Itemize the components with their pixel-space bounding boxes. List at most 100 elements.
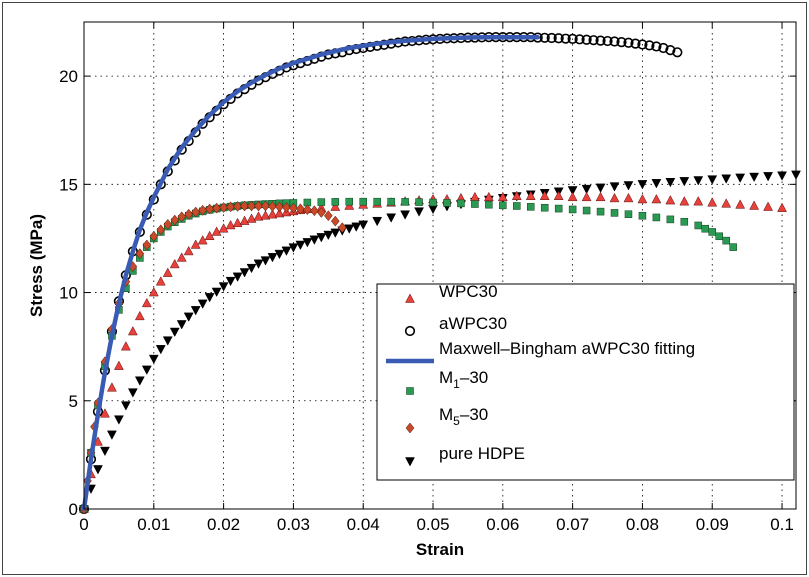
data-point bbox=[345, 197, 354, 206]
legend-entry: aWPC30 bbox=[404, 314, 507, 337]
legend-swatch-marker bbox=[406, 387, 414, 395]
data-point bbox=[107, 382, 117, 392]
data-point bbox=[609, 36, 620, 47]
data-point bbox=[513, 202, 521, 210]
data-point bbox=[295, 240, 306, 251]
data-point bbox=[317, 198, 326, 206]
data-point bbox=[302, 238, 313, 248]
data-point bbox=[107, 430, 117, 440]
data-point bbox=[149, 230, 159, 242]
data-point bbox=[260, 256, 271, 266]
data-point bbox=[735, 199, 746, 209]
data-point bbox=[247, 200, 256, 212]
y-tick-label: 0 bbox=[69, 500, 78, 519]
data-point bbox=[296, 203, 305, 215]
legend-label-tail: –30 bbox=[460, 368, 488, 387]
data-point bbox=[554, 204, 563, 213]
data-point bbox=[372, 216, 383, 227]
data-point bbox=[651, 193, 662, 204]
data-point bbox=[638, 211, 647, 220]
legend-swatch-marker bbox=[404, 325, 416, 337]
data-point bbox=[457, 199, 465, 208]
data-point bbox=[595, 35, 606, 46]
data-point bbox=[763, 201, 773, 211]
data-point bbox=[155, 345, 166, 355]
data-point bbox=[539, 190, 550, 200]
data-point bbox=[282, 202, 291, 213]
data-point bbox=[567, 186, 578, 196]
data-point bbox=[387, 197, 395, 206]
data-point bbox=[707, 197, 718, 207]
axis-ticks: 0 0.01 0.02 0.03 0.04 0.05 0.06 0.07 0.08 0.09 0.1… bbox=[59, 22, 796, 534]
data-point bbox=[142, 239, 152, 251]
data-point bbox=[218, 282, 229, 292]
legend-entry: M1–30 bbox=[406, 368, 488, 395]
data-point bbox=[386, 213, 397, 223]
data-point bbox=[309, 235, 320, 245]
data-point bbox=[253, 259, 264, 269]
data-point bbox=[330, 201, 341, 211]
data-point bbox=[198, 204, 207, 216]
data-point bbox=[581, 191, 592, 202]
data-point bbox=[644, 40, 655, 51]
data-point bbox=[317, 207, 326, 218]
data-point bbox=[184, 208, 194, 220]
data-point bbox=[637, 180, 648, 190]
legend-box bbox=[376, 283, 795, 481]
data-point bbox=[331, 198, 340, 206]
data-point bbox=[595, 191, 606, 202]
data-point bbox=[400, 210, 411, 220]
data-point bbox=[429, 198, 437, 207]
data-point bbox=[609, 182, 620, 192]
data-point bbox=[595, 183, 606, 193]
data-point bbox=[443, 199, 451, 207]
data-point bbox=[553, 190, 564, 200]
data-point bbox=[134, 310, 145, 321]
data-point bbox=[281, 246, 292, 256]
data-point bbox=[288, 243, 299, 253]
data-point bbox=[568, 205, 577, 214]
data-point bbox=[323, 230, 334, 241]
data-point bbox=[721, 174, 732, 184]
data-point bbox=[275, 201, 284, 213]
legend-label-tail: –30 bbox=[460, 405, 488, 424]
data-point bbox=[373, 197, 381, 206]
data-point bbox=[581, 34, 592, 45]
data-point bbox=[141, 365, 152, 375]
x-tick-label: 0 bbox=[79, 515, 88, 534]
data-point bbox=[567, 191, 578, 202]
legend-label: M5–30 bbox=[439, 405, 488, 428]
data-point bbox=[553, 33, 564, 44]
fit-line bbox=[81, 34, 540, 512]
data-point bbox=[303, 204, 312, 216]
x-tick-label: 0.1 bbox=[770, 515, 794, 534]
data-point bbox=[540, 203, 549, 212]
data-point bbox=[483, 191, 494, 202]
data-point bbox=[254, 200, 263, 212]
legend-swatch-marker bbox=[405, 293, 415, 303]
data-point bbox=[701, 224, 710, 233]
legend-label-subscript: 5 bbox=[453, 414, 460, 428]
legend-items: WPC30 aWPC30 Maxwell–Bingham aWPC30 fittin… bbox=[386, 282, 695, 467]
data-point bbox=[351, 222, 362, 232]
data-point bbox=[274, 208, 285, 218]
data-point bbox=[777, 171, 787, 181]
data-point bbox=[499, 201, 507, 210]
data-point bbox=[162, 336, 173, 346]
data-point bbox=[616, 37, 627, 48]
legend-swatch-marker bbox=[405, 422, 415, 434]
data-point bbox=[609, 192, 620, 203]
legend-label: pure HDPE bbox=[439, 444, 525, 463]
data-point bbox=[191, 206, 201, 218]
data-point bbox=[722, 236, 730, 245]
data-point bbox=[190, 306, 201, 316]
data-point bbox=[588, 35, 599, 46]
plot-frame bbox=[83, 21, 797, 510]
data-point bbox=[623, 192, 634, 203]
data-point bbox=[581, 184, 592, 195]
data-point bbox=[602, 35, 613, 47]
data-point bbox=[310, 205, 319, 217]
x-tick-label: 0.03 bbox=[277, 515, 310, 534]
data-point bbox=[511, 190, 522, 200]
data-point bbox=[212, 202, 221, 214]
